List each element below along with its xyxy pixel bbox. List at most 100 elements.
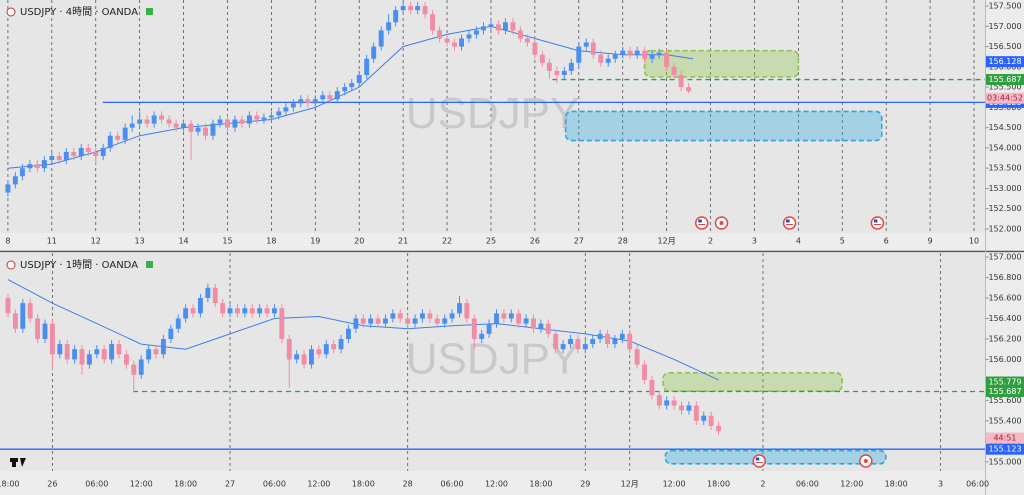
candle-body [181, 123, 187, 128]
x-tick-label: 12:00 [840, 480, 863, 489]
candle-body [78, 147, 84, 157]
y-tick-label: 155.600 [988, 396, 1021, 405]
candle-body [268, 115, 274, 118]
event-dot-center [719, 221, 724, 225]
candle-body [183, 308, 189, 319]
price-axis [985, 0, 1024, 233]
time-axis [0, 233, 1024, 251]
candle-body [371, 46, 377, 59]
candle-body [131, 364, 137, 375]
candle-body [41, 160, 47, 169]
candle-body [34, 164, 40, 169]
candle-body [27, 164, 33, 169]
candle-body [642, 364, 647, 380]
candle-body [86, 354, 92, 365]
candle-body [495, 24, 501, 31]
y-tick-label: 155.500 [988, 83, 1021, 92]
candle-body [323, 344, 329, 355]
candle-body [442, 318, 448, 324]
candle-body [234, 308, 240, 314]
candle-body [305, 99, 311, 104]
tv-logo [10, 458, 26, 467]
candle-body [664, 400, 670, 406]
candle-body [101, 349, 107, 360]
price-label-bg [986, 376, 1024, 388]
y-tick-label: 156.400 [988, 314, 1021, 323]
candle-body [188, 123, 194, 132]
candle-body [107, 135, 113, 148]
candle-body [449, 313, 455, 319]
price-label-bg [986, 385, 1024, 397]
x-tick-label: 25 [486, 237, 496, 246]
candle-body [605, 58, 611, 63]
candle-body [375, 318, 381, 324]
plot-area [0, 0, 985, 233]
candle-body [49, 156, 55, 161]
y-tick-label: 153.500 [988, 164, 1021, 173]
candle-body [327, 95, 333, 100]
candle-body [116, 344, 122, 355]
candle-body [488, 24, 494, 27]
y-tick-label: 157.000 [988, 253, 1021, 262]
candle-body [634, 349, 640, 365]
candle-body [153, 349, 159, 355]
candle-body [427, 313, 433, 319]
status-flag [146, 261, 153, 268]
candle-body [568, 62, 574, 71]
x-tick-label: 3 [938, 480, 943, 489]
x-tick-label: 4 [796, 237, 801, 246]
x-tick-label: 13 [135, 237, 145, 246]
symbol-icon [6, 260, 16, 270]
x-tick-label: 2 [708, 237, 713, 246]
zone [664, 449, 887, 465]
candle-body [634, 50, 640, 55]
candle-body [160, 338, 166, 355]
candle-body [56, 156, 62, 161]
candle-body [137, 119, 143, 124]
candle-body [693, 405, 699, 421]
y-tick-label: 155.000 [988, 457, 1021, 466]
x-tick-label: 9 [928, 237, 933, 246]
x-tick-label: 11 [47, 237, 57, 246]
candle-body [5, 184, 11, 193]
candle-body [217, 119, 223, 124]
candle-body [5, 298, 11, 314]
x-tick-label: 29 [580, 480, 590, 489]
candle-body [232, 119, 238, 128]
candle-body [686, 87, 692, 92]
x-tick-label: 06:00 [263, 480, 286, 489]
candle-body [360, 318, 366, 324]
chart-title: USDJPY · 4時間 · OANDA [20, 6, 138, 18]
x-tick-label: 19 [310, 237, 320, 246]
candle-body [466, 34, 472, 39]
y-tick-label: 153.000 [988, 184, 1021, 193]
candle-body [642, 50, 648, 59]
candle-body [671, 400, 677, 406]
countdown: 03:44:52 [987, 94, 1023, 103]
candle-body [19, 168, 25, 177]
candle-body [501, 313, 507, 319]
candle-body [523, 318, 529, 324]
candle-body [94, 349, 100, 355]
candle-body [12, 176, 18, 185]
candle-body [686, 405, 692, 411]
price-label-bg [986, 74, 1024, 86]
x-tick-label: 26 [47, 480, 57, 489]
candle-body [175, 318, 181, 329]
y-tick-label: 157.500 [988, 2, 1021, 11]
x-tick-label: 12 [91, 237, 101, 246]
x-tick-label: 12月 [658, 237, 676, 246]
candle-body [301, 354, 307, 365]
candle-body [471, 318, 477, 339]
x-tick-label: 12:00 [307, 480, 330, 489]
candle-body [144, 119, 150, 124]
x-tick-label: 22 [442, 237, 452, 246]
candle-body [444, 38, 450, 43]
panel: USDJPY [0, 253, 985, 471]
x-tick-label: 06:00 [441, 480, 464, 489]
candle-body [408, 6, 414, 11]
candle-body [64, 344, 70, 360]
price-label: 155.123 [988, 445, 1021, 454]
candle-body [664, 52, 670, 67]
